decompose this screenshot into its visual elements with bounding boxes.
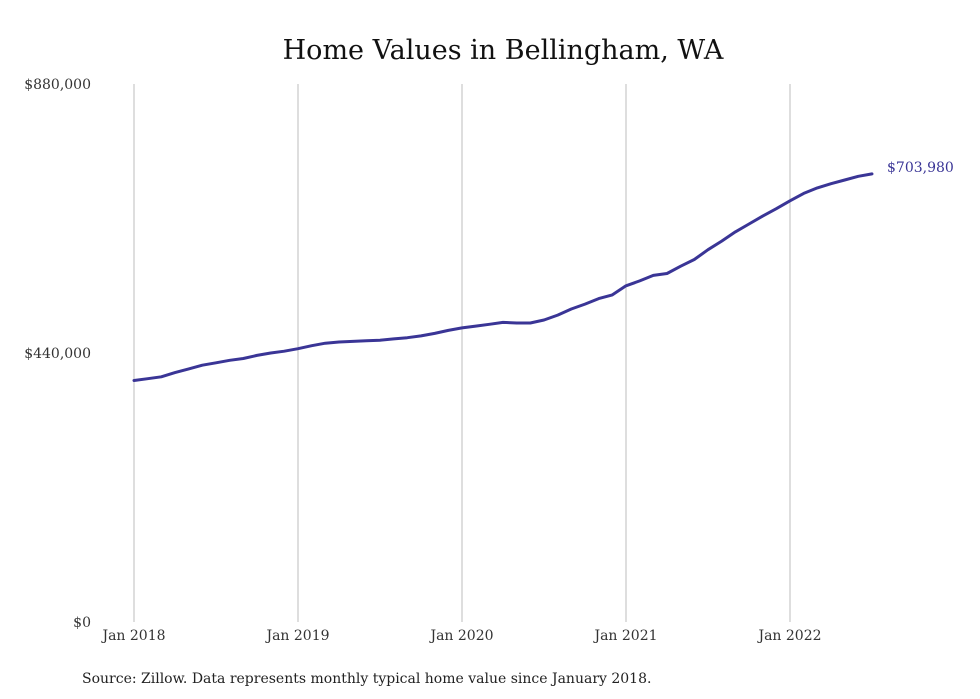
series-end-label: $703,980	[887, 160, 954, 176]
x-axis-tick-labels: Jan 2018 Jan 2019 Jan 2020 Jan 2021 Jan 2022	[100, 628, 821, 644]
y-tick-label-1: $440,000	[24, 346, 91, 362]
y-tick-label-2: $880,000	[24, 77, 91, 93]
series-line-0	[132, 172, 874, 382]
x-tick-label-1: Jan 2019	[264, 628, 329, 644]
gridlines	[133, 84, 791, 622]
series-layer: $703,980	[132, 160, 954, 382]
x-tick-label-2: Jan 2020	[428, 628, 493, 644]
x-tick-label-4: Jan 2022	[756, 628, 821, 644]
source-note: Source: Zillow. Data represents monthly …	[82, 671, 651, 687]
x-tick-label-0: Jan 2018	[100, 628, 165, 644]
y-tick-label-0: $0	[73, 615, 91, 631]
x-tick-label-3: Jan 2021	[592, 628, 657, 644]
y-axis-tick-labels: $0 $440,000 $880,000	[24, 77, 91, 631]
chart-title: Home Values in Bellingham, WA	[283, 35, 724, 66]
